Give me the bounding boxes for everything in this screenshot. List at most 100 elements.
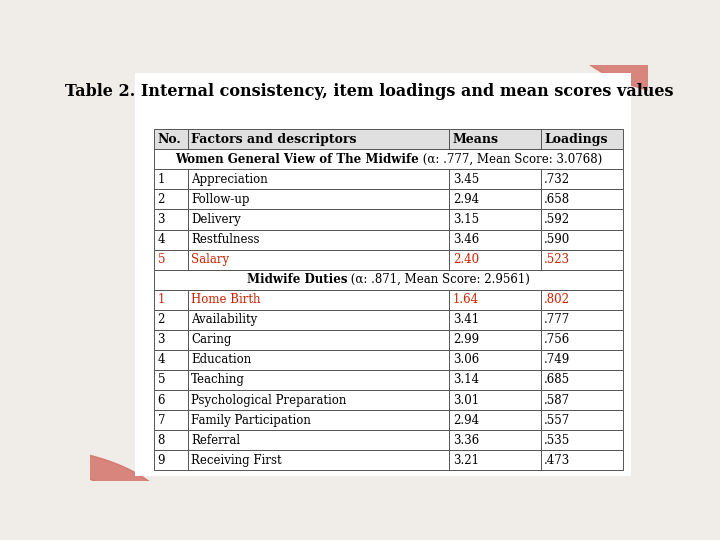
Bar xyxy=(449,190,541,210)
Bar xyxy=(188,430,449,450)
Bar xyxy=(541,210,623,230)
Text: 6: 6 xyxy=(158,394,165,407)
Bar xyxy=(188,170,449,190)
Bar xyxy=(188,249,449,269)
Bar xyxy=(188,350,449,370)
Text: .535: .535 xyxy=(544,434,570,447)
Bar xyxy=(449,410,541,430)
Bar xyxy=(188,289,449,310)
Bar xyxy=(449,390,541,410)
Text: 3.06: 3.06 xyxy=(453,353,479,367)
Bar xyxy=(154,249,188,269)
Bar xyxy=(449,289,541,310)
Bar xyxy=(188,310,449,330)
Text: 3.45: 3.45 xyxy=(453,173,479,186)
Bar xyxy=(154,350,188,370)
Bar xyxy=(449,249,541,269)
Text: Appreciation: Appreciation xyxy=(192,173,268,186)
Bar xyxy=(154,410,188,430)
Bar xyxy=(154,430,188,450)
Bar xyxy=(541,410,623,430)
Bar xyxy=(135,73,631,476)
Bar xyxy=(541,310,623,330)
Text: .777: .777 xyxy=(544,313,570,326)
Text: .590: .590 xyxy=(544,233,570,246)
Polygon shape xyxy=(6,497,74,517)
Bar xyxy=(154,210,188,230)
Text: .732: .732 xyxy=(544,173,570,186)
Bar xyxy=(541,430,623,450)
Bar xyxy=(449,230,541,249)
Text: Availability: Availability xyxy=(192,313,258,326)
Bar xyxy=(541,350,623,370)
Text: Education: Education xyxy=(192,353,251,367)
Bar xyxy=(154,310,188,330)
Text: 3.41: 3.41 xyxy=(453,313,479,326)
Text: .557: .557 xyxy=(544,414,570,427)
Bar xyxy=(188,390,449,410)
Bar xyxy=(188,330,449,350)
Text: Teaching: Teaching xyxy=(192,374,245,387)
Bar xyxy=(541,370,623,390)
Bar xyxy=(188,129,449,149)
Bar xyxy=(449,129,541,149)
Text: Home Birth: Home Birth xyxy=(192,293,261,306)
Bar xyxy=(154,390,188,410)
Bar xyxy=(541,230,623,249)
Text: Women General View of The Midwife: Women General View of The Midwife xyxy=(175,153,419,166)
Bar xyxy=(154,330,188,350)
Bar xyxy=(449,330,541,350)
Text: .749: .749 xyxy=(544,353,570,367)
Bar xyxy=(154,190,188,210)
Polygon shape xyxy=(0,476,110,509)
Text: Table 2. Internal consistency, item loadings and mean scores values: Table 2. Internal consistency, item load… xyxy=(65,83,673,100)
Text: Loadings: Loadings xyxy=(544,133,608,146)
Text: Salary: Salary xyxy=(192,253,230,266)
Text: Family Participation: Family Participation xyxy=(192,414,311,427)
Bar xyxy=(188,450,449,470)
Bar xyxy=(154,450,188,470)
Bar xyxy=(154,269,623,289)
Text: 3.14: 3.14 xyxy=(453,374,479,387)
Text: 2.94: 2.94 xyxy=(453,414,479,427)
Text: 3.15: 3.15 xyxy=(453,213,479,226)
Bar xyxy=(449,210,541,230)
Text: Means: Means xyxy=(453,133,499,146)
Text: 3.01: 3.01 xyxy=(453,394,479,407)
Bar xyxy=(449,170,541,190)
Bar xyxy=(541,249,623,269)
Bar xyxy=(154,149,623,170)
Text: .658: .658 xyxy=(544,193,570,206)
Text: Restfulness: Restfulness xyxy=(192,233,260,246)
Bar xyxy=(188,230,449,249)
Bar xyxy=(541,129,623,149)
Text: 2.99: 2.99 xyxy=(453,333,479,346)
Bar xyxy=(449,370,541,390)
Bar xyxy=(154,289,188,310)
Text: 2: 2 xyxy=(158,313,165,326)
Text: 1: 1 xyxy=(158,173,165,186)
Bar xyxy=(541,450,623,470)
Bar xyxy=(541,190,623,210)
Text: 1: 1 xyxy=(158,293,165,306)
Text: Factors and descriptors: Factors and descriptors xyxy=(192,133,357,146)
Text: 3.36: 3.36 xyxy=(453,434,479,447)
Text: 3.46: 3.46 xyxy=(453,233,479,246)
Bar xyxy=(188,410,449,430)
Bar xyxy=(449,310,541,330)
Text: .685: .685 xyxy=(544,374,570,387)
Polygon shape xyxy=(580,46,720,98)
Text: No.: No. xyxy=(158,133,181,146)
Text: 8: 8 xyxy=(158,434,165,447)
Text: .587: .587 xyxy=(544,394,570,407)
Text: 4: 4 xyxy=(158,233,165,246)
Bar xyxy=(188,210,449,230)
Text: 5: 5 xyxy=(158,374,165,387)
Text: 4: 4 xyxy=(158,353,165,367)
Bar xyxy=(541,330,623,350)
Bar xyxy=(541,390,623,410)
Text: 3: 3 xyxy=(158,213,165,226)
Bar xyxy=(154,370,188,390)
Text: Midwife Duties: Midwife Duties xyxy=(247,273,347,286)
Bar xyxy=(188,370,449,390)
